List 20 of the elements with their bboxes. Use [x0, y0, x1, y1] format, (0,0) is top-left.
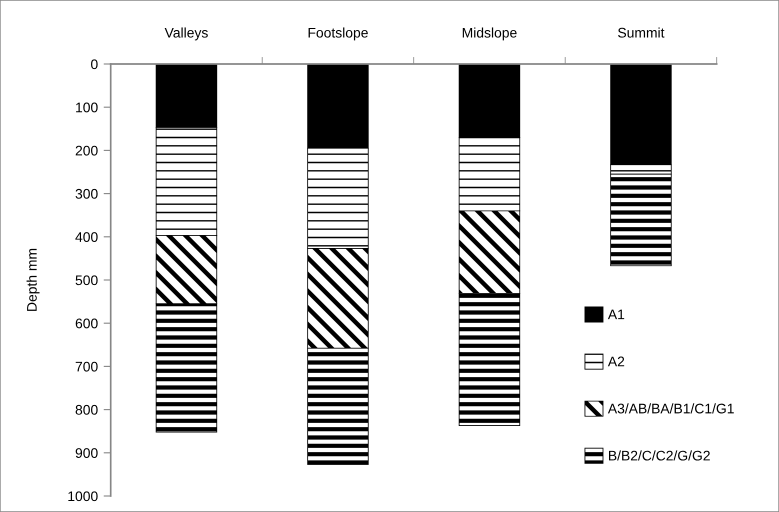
legend-label: B/B2/C/C2/G/G2	[609, 450, 710, 461]
legend-label: A2	[608, 356, 624, 366]
y-tick-label: 600	[76, 318, 98, 328]
y-tick-label: 400	[75, 232, 98, 242]
y-tick-label: 0	[91, 59, 98, 70]
x-tick-label: Midslope	[462, 27, 517, 40]
y-tick-label: 900	[76, 448, 98, 458]
y-axis-title: Depth mm	[26, 248, 40, 311]
legend-label: A1	[608, 310, 624, 320]
y-tick-label: 800	[76, 404, 98, 415]
y-tick-label: 100	[76, 102, 98, 112]
x-tick-label: Footslope	[308, 27, 368, 40]
y-tick-label: 1000	[68, 491, 98, 502]
y-tick-label: 300	[76, 188, 98, 199]
x-tick-label: Valleys	[164, 27, 208, 40]
y-tick-label: 500	[76, 275, 98, 286]
y-tick-label: 200	[76, 146, 98, 156]
legend-label: A3/AB/BA/B1/C1/G1	[608, 403, 734, 414]
x-tick-label: Summit	[618, 27, 664, 38]
y-tick-label: 700	[76, 362, 98, 372]
